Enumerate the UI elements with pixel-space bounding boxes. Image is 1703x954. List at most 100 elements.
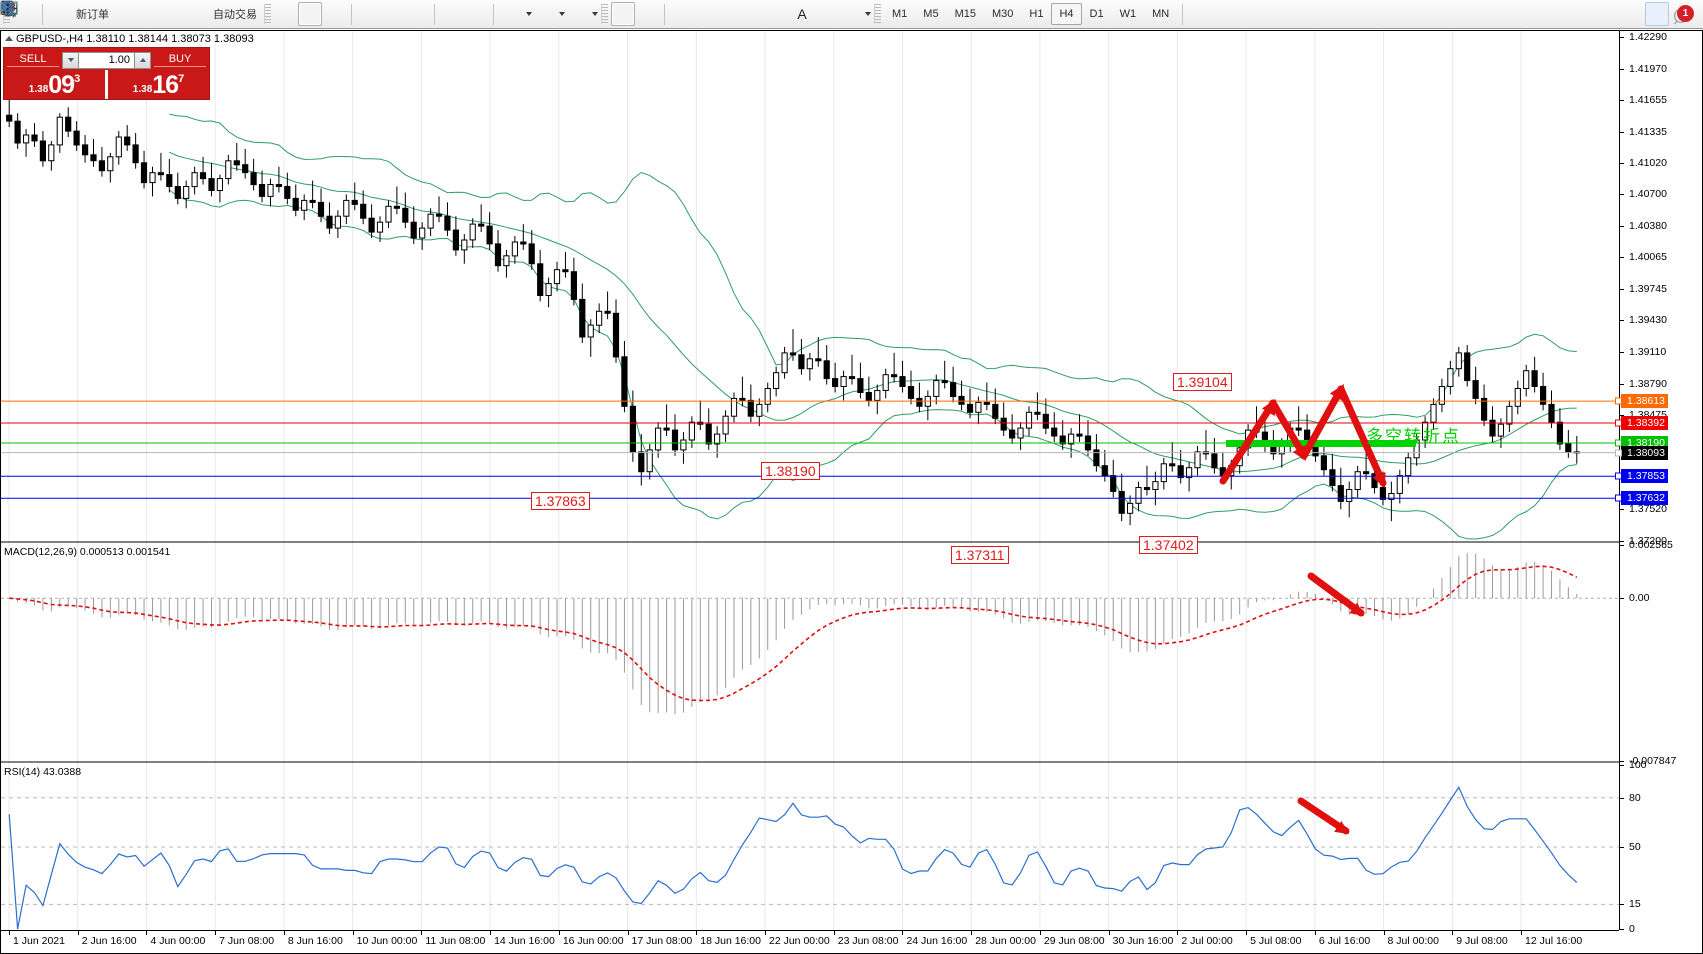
crosshair-icon[interactable] <box>1 1 659 26</box>
equidistant-channel-icon[interactable]: E <box>1 1 766 26</box>
toolbar-grip-4[interactable] <box>874 4 881 24</box>
time-tick: 12 Jul 16:00 <box>1525 935 1583 947</box>
price-annotation[interactable]: 1.39104 <box>1173 373 1232 391</box>
volume-decrease-button[interactable] <box>62 51 79 69</box>
zoom-in-icon[interactable] <box>1 1 381 26</box>
fibonacci-icon[interactable]: F <box>2 2 790 26</box>
collapse-triangle-icon[interactable] <box>5 36 13 41</box>
price-annotation[interactable]: 1.37311 <box>951 546 1009 564</box>
timeframe-m1[interactable]: M1 <box>892 8 908 20</box>
time-tick: 2 Jun 16:00 <box>81 935 137 947</box>
timeframe-h4[interactable]: H4 <box>1051 3 1082 25</box>
macd-tick: 0.002565 <box>1620 539 1673 551</box>
timeframe-m30[interactable]: M30 <box>991 8 1014 20</box>
toolbar-grip-3[interactable] <box>601 4 608 24</box>
pending-order-icon[interactable] <box>1 2 137 26</box>
new-order-label[interactable]: 新订单 <box>76 9 109 21</box>
period-clock-icon[interactable] <box>0 0 556 26</box>
time-tick: 11 Jun 08:00 <box>425 935 486 947</box>
sell-price-button[interactable]: 1.38 09 3 <box>4 70 105 99</box>
timeframe-w1[interactable]: W1 <box>1119 8 1137 20</box>
time-tick: 5 Jul 08:00 <box>1250 935 1302 947</box>
sell-label[interactable]: SELL <box>7 53 59 67</box>
timeframe-m5[interactable]: M5 <box>923 8 939 20</box>
notifications-icon[interactable]: 1 <box>1669 2 1697 26</box>
templates-icon[interactable] <box>1 1 589 26</box>
price-tick: 1.41970 <box>1620 63 1667 75</box>
level-handle[interactable] <box>1615 494 1622 502</box>
sell-price-prefix: 1.38 <box>28 84 49 95</box>
level-handle[interactable] <box>1615 397 1622 405</box>
level-handle[interactable] <box>1615 439 1622 447</box>
new-order-button[interactable] <box>1 0 72 26</box>
price-level-label[interactable]: 1.38392 <box>1615 415 1668 430</box>
autotrading-button[interactable] <box>0 1 209 26</box>
bar-chart-icon[interactable] <box>1 2 298 26</box>
trendline-icon[interactable] <box>2 2 742 26</box>
price-annotation[interactable]: 1.37863 <box>531 492 590 510</box>
vertical-line-icon[interactable] <box>6 2 694 26</box>
time-gridmark <box>1108 931 1110 935</box>
price-tick: 1.40700 <box>1620 188 1667 200</box>
buy-price-button[interactable]: 1.38 16 7 <box>108 70 209 99</box>
price-tick: 1.42290 <box>1620 31 1667 43</box>
price-tick: 1.40065 <box>1620 251 1667 263</box>
line-chart-icon[interactable] <box>1 2 346 26</box>
time-gridmark <box>283 931 285 935</box>
horizontal-line-icon[interactable] <box>2 2 718 26</box>
text-icon[interactable]: A <box>797 6 807 22</box>
macd-tick: -0.007847 <box>1620 755 1676 767</box>
autotrading-label[interactable]: 自动交易 <box>213 9 257 21</box>
timeframe-h1[interactable]: H1 <box>1029 8 1044 20</box>
timeframe-m15[interactable]: M15 <box>954 8 976 20</box>
price-annotation[interactable]: 1.37402 <box>1139 536 1198 554</box>
time-gridmark <box>352 931 354 935</box>
auto-scroll-icon[interactable] <box>2 2 464 26</box>
time-axis[interactable]: 1 Jun 2021 2 Jun 16:00 4 Jun 00:00 7 Jun 08… <box>1 930 1619 953</box>
price-level-label[interactable]: 1.37632 <box>1615 491 1668 506</box>
time-tick: 9 Jul 08:00 <box>1456 935 1508 947</box>
chart-plot-area[interactable]: 1.37863 1.38190 1.37311 1.37402 1.39104 多空转折点… <box>1 31 1619 930</box>
zoom-out-icon[interactable] <box>1 1 405 26</box>
time-gridmark <box>77 931 79 935</box>
timeframe-d1[interactable]: D1 <box>1089 8 1104 20</box>
tile-windows-icon[interactable] <box>0 1 429 26</box>
price-level-label[interactable]: 1.38613 <box>1615 394 1668 409</box>
time-tick: 22 Jun 00:00 <box>769 935 830 947</box>
signals-icon[interactable] <box>0 0 185 26</box>
toolbar-separator-4 <box>493 3 494 25</box>
time-tick: 1 Jun 2021 <box>13 935 65 947</box>
templates-dropdown-caret[interactable] <box>592 12 598 16</box>
level-handle[interactable] <box>1615 449 1622 457</box>
price-level-label[interactable]: 1.38093 <box>1615 445 1668 460</box>
search-icon[interactable] <box>1 1 1669 26</box>
objects-dropdown-caret[interactable] <box>865 12 871 16</box>
price-level-label[interactable]: 1.37853 <box>1615 469 1668 484</box>
period-dropdown-caret[interactable] <box>559 12 565 16</box>
buy-label[interactable]: BUY <box>154 53 206 67</box>
toolbar-grip-2[interactable] <box>264 4 271 24</box>
one-click-price-row: 1.38 09 3 1.38 16 7 <box>4 70 209 99</box>
chart-note-cn[interactable]: 多空转折点 <box>1366 427 1461 446</box>
time-gridmark <box>902 931 904 935</box>
level-handle[interactable] <box>1615 419 1622 427</box>
indicators-icon[interactable] <box>1 1 523 26</box>
volume-input[interactable]: 1.00 <box>79 51 134 69</box>
price-annotation[interactable]: 1.38190 <box>761 462 820 480</box>
text-label-icon[interactable]: T <box>1 2 838 26</box>
time-tick: 7 Jun 08:00 <box>219 935 275 947</box>
time-gridmark <box>1383 931 1385 935</box>
terminal-icon[interactable] <box>1 1 161 26</box>
level-handle[interactable] <box>1615 472 1622 480</box>
buy-price-fraction: 7 <box>178 73 185 85</box>
time-tick: 2 Jul 00:00 <box>1181 935 1233 947</box>
candlestick-chart-icon[interactable] <box>1 2 322 26</box>
price-axis[interactable]: 1.42290 1.41970 1.41655 1.41335 1.41020 1.407… <box>1615 31 1702 935</box>
objects-icon[interactable] <box>0 2 862 26</box>
cursor-icon[interactable] <box>2 0 635 26</box>
volume-increase-button[interactable] <box>134 51 151 69</box>
chart-shift-icon[interactable] <box>2 2 488 26</box>
time-gridmark <box>1039 931 1041 935</box>
timeframe-mn[interactable]: MN <box>1152 8 1170 20</box>
indicators-dropdown-caret[interactable] <box>526 12 532 16</box>
